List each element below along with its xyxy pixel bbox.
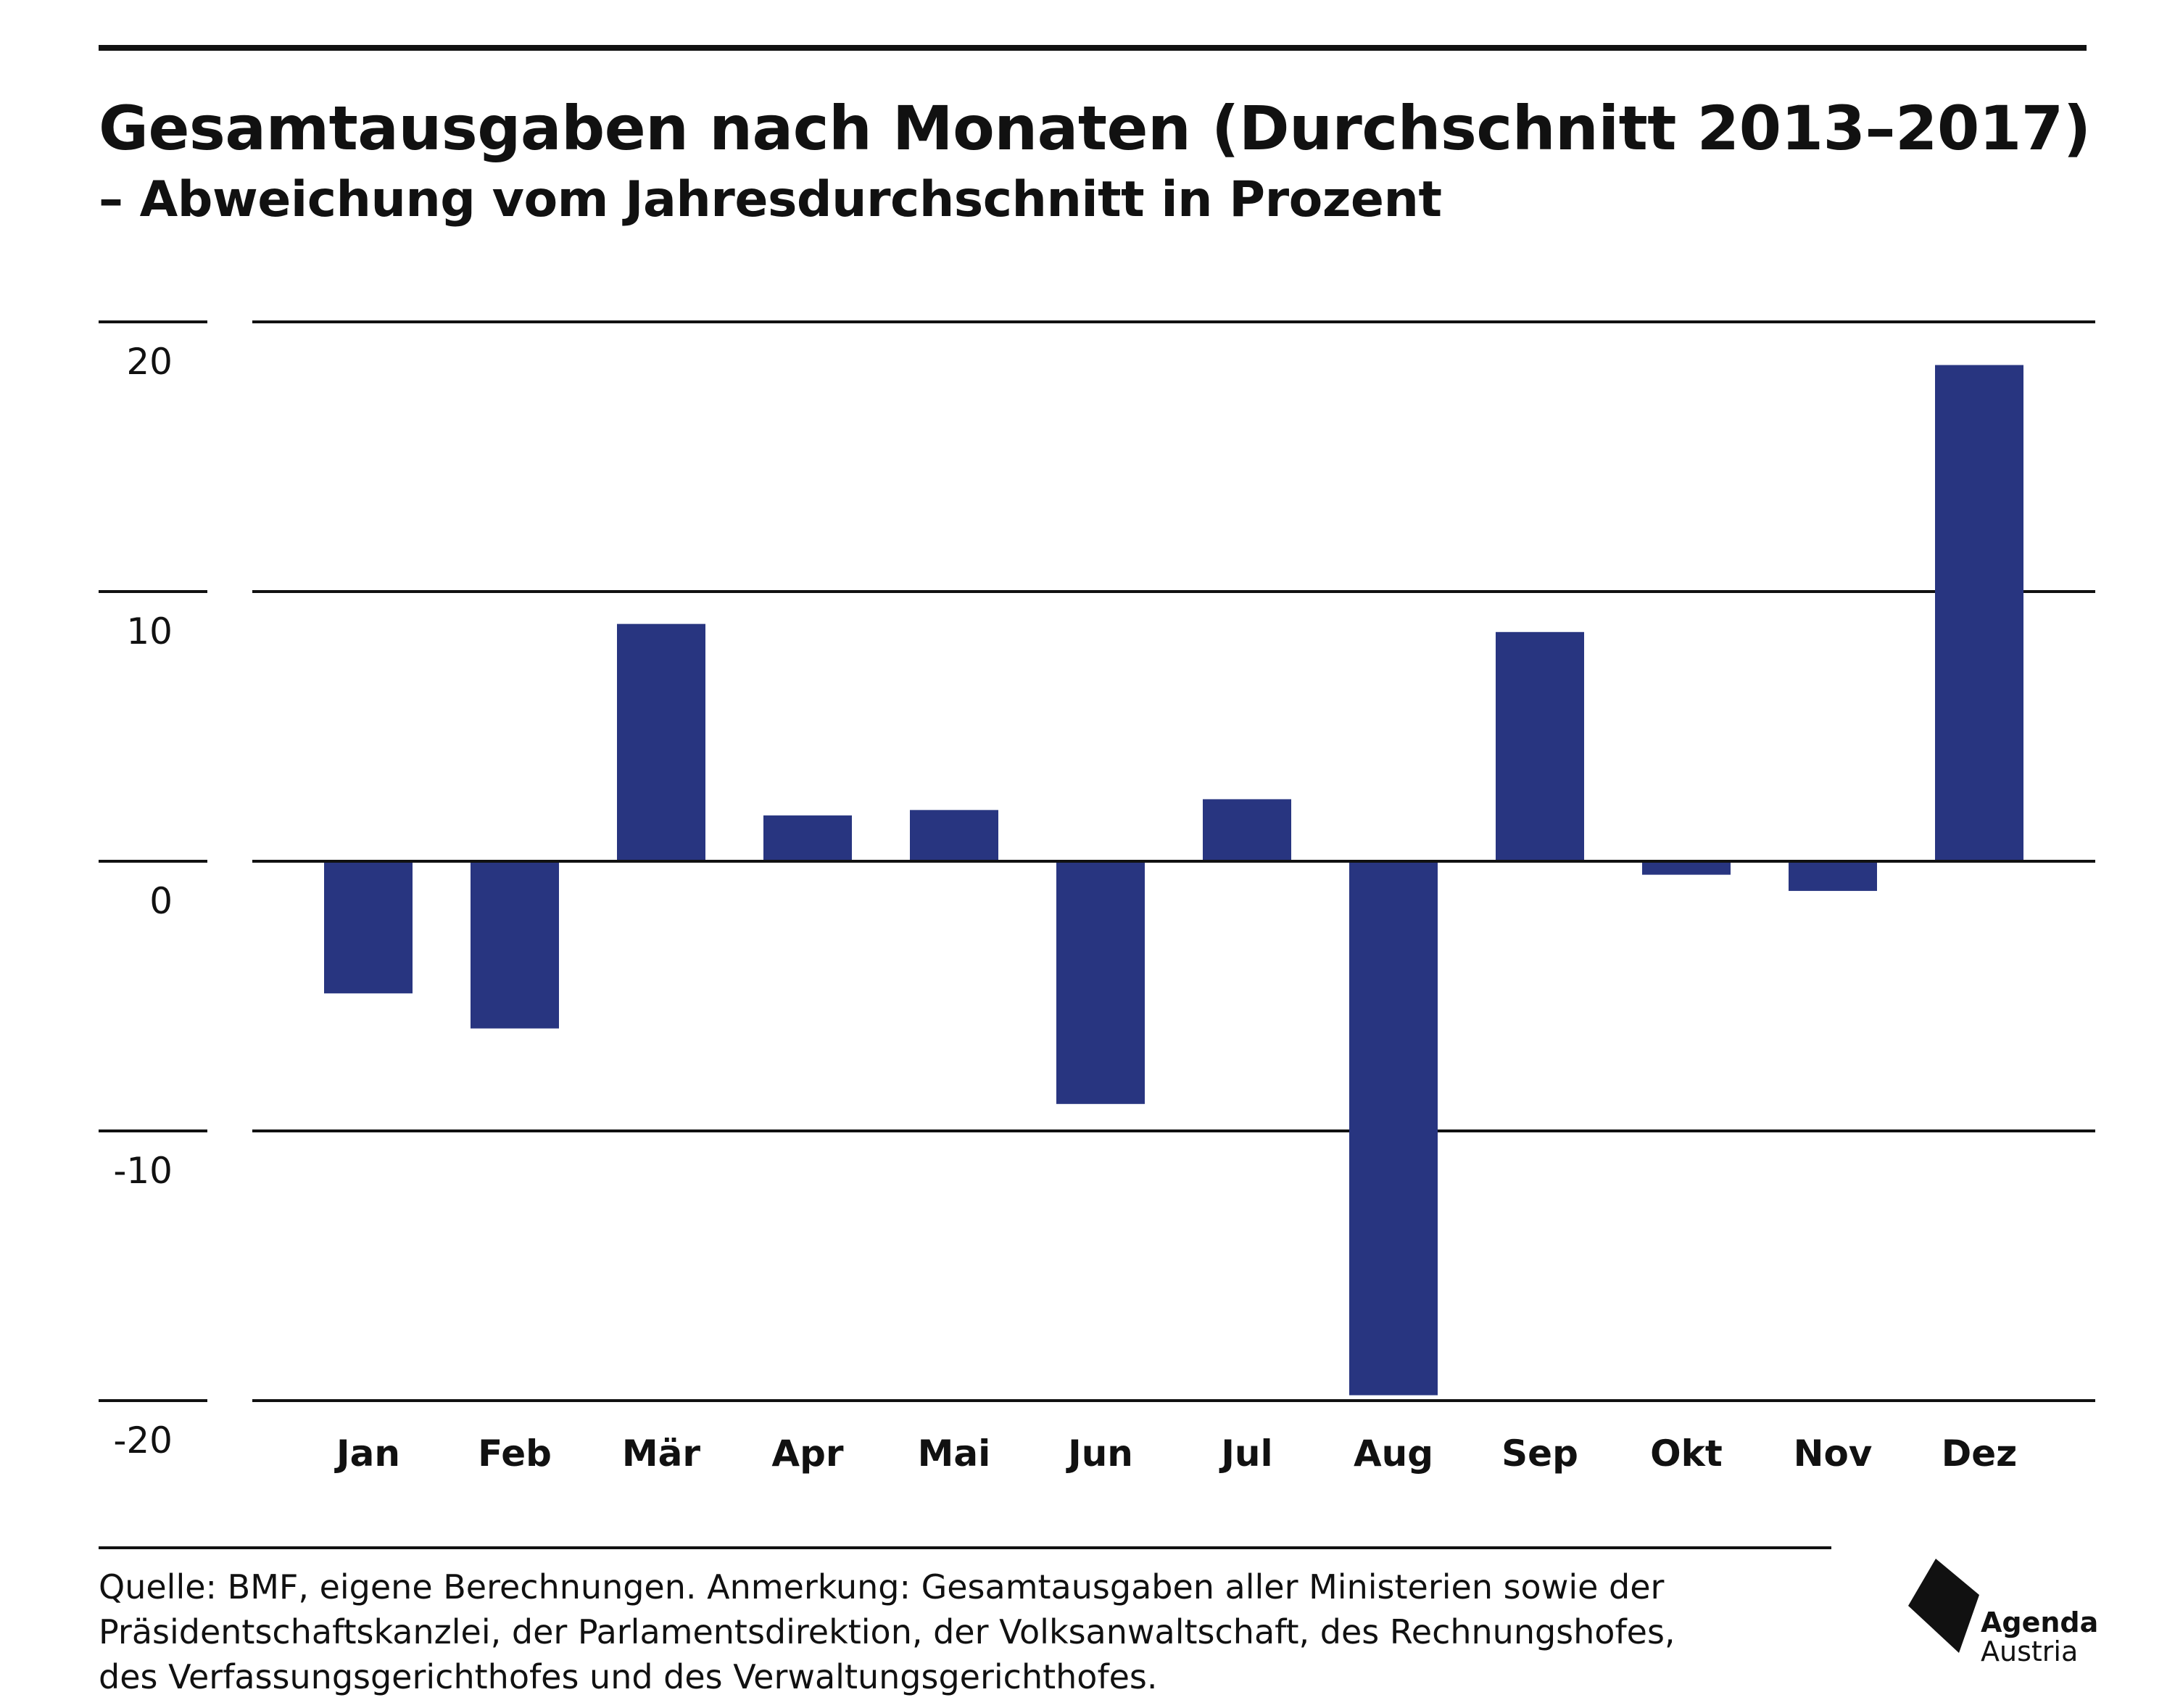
bar — [617, 623, 705, 861]
bar — [1496, 631, 1584, 861]
x-tick-label: Jan — [334, 1433, 400, 1475]
bar — [1056, 861, 1145, 1104]
x-tick-label: Sep — [1501, 1433, 1578, 1475]
bar — [1642, 861, 1731, 875]
bar — [1203, 799, 1291, 861]
source-line: Quelle: BMF, eigene Berechnungen. Anmerk… — [99, 1567, 1665, 1607]
x-tick-label: Mär — [622, 1433, 700, 1475]
logo-line-2: Austria — [1981, 1636, 2079, 1667]
x-tick-label: Aug — [1354, 1433, 1433, 1475]
bar — [1935, 365, 2023, 861]
bar — [1349, 861, 1438, 1396]
source-note: Quelle: BMF, eigene Berechnungen. Anmerk… — [99, 1564, 1926, 1699]
x-tick-label: Jul — [1219, 1433, 1272, 1475]
logo-line-1: Agenda — [1981, 1607, 2099, 1638]
x-tick-label: Apr — [771, 1433, 843, 1475]
bar — [910, 810, 998, 861]
x-tick-labels: Jan Feb Mär Apr Mai Jun Jul Aug Sep Okt Nov Dez — [334, 1433, 2017, 1475]
agenda-austria-logo: Agenda Austria — [1907, 1551, 2099, 1667]
source-rule — [99, 1546, 1831, 1549]
x-tick-label: Jun — [1066, 1433, 1133, 1475]
x-tick-label: Feb — [478, 1433, 552, 1475]
bars — [324, 365, 2023, 1396]
source-line: des Verfassungsgerichthofes und des Verw… — [99, 1657, 1158, 1696]
logo-mark-icon — [1908, 1559, 1979, 1653]
y-tick-labels: -20 -10 0 10 20 — [113, 341, 173, 1462]
y-tick-label: 0 — [149, 880, 173, 922]
chart-title: Gesamtausgaben nach Monaten (Durchschnit… — [99, 93, 2091, 164]
x-tick-label: Dez — [1942, 1433, 2018, 1475]
y-tick-label: 10 — [126, 610, 173, 652]
y-tick-label: -20 — [113, 1419, 173, 1462]
grid-lines — [99, 320, 2095, 1402]
bar — [471, 861, 559, 1029]
x-tick-label: Mai — [918, 1433, 991, 1475]
bar — [1789, 861, 1877, 891]
source-line: Präsidentschaftskanzlei, der Parlamentsd… — [99, 1612, 1675, 1651]
chart-subtitle: – Abweichung vom Jahresdurchschnitt in P… — [99, 171, 1442, 228]
top-rule — [99, 45, 2087, 51]
bar — [763, 815, 852, 861]
y-tick-label: 20 — [126, 341, 173, 383]
x-tick-label: Okt — [1650, 1433, 1723, 1475]
x-tick-label: Nov — [1794, 1433, 1873, 1475]
y-tick-label: -10 — [113, 1150, 173, 1192]
bar-chart: -20 -10 0 10 20 Jan Feb Mär Apr Mai Jun Jul Aug Sep O… — [99, 320, 2095, 1475]
bar — [324, 861, 413, 994]
